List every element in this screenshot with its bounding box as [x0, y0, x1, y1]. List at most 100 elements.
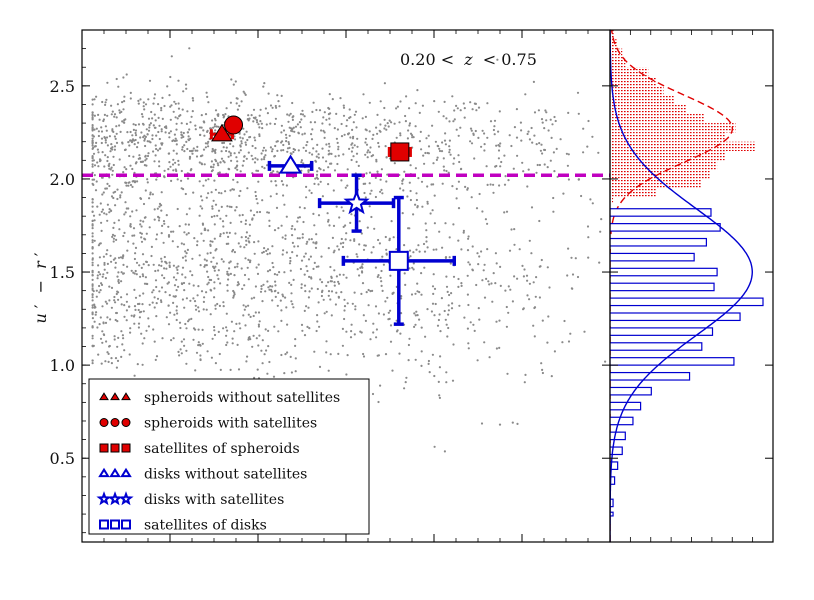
background-point	[104, 187, 107, 190]
background-point	[513, 228, 516, 231]
background-point	[399, 100, 402, 103]
background-point	[306, 140, 309, 144]
background-point	[214, 129, 217, 132]
background-point	[281, 253, 284, 256]
background-point	[177, 159, 180, 162]
background-point	[341, 344, 344, 347]
background-point	[247, 313, 250, 316]
background-point	[438, 147, 441, 150]
background-point	[540, 258, 543, 262]
background-point	[110, 362, 113, 365]
background-point	[264, 107, 267, 110]
background-point	[528, 138, 532, 141]
background-point	[253, 252, 256, 255]
background-point	[300, 118, 303, 121]
background-point	[291, 234, 294, 237]
background-point	[144, 135, 147, 138]
background-point	[312, 212, 315, 215]
background-point	[181, 282, 184, 286]
background-point	[163, 222, 166, 225]
background-point	[156, 207, 159, 210]
background-point	[270, 180, 273, 183]
background-point	[269, 122, 272, 125]
background-point	[181, 298, 184, 301]
background-point	[265, 249, 268, 252]
background-point	[228, 205, 231, 208]
background-point	[266, 164, 269, 167]
background-point	[105, 187, 108, 190]
background-point	[238, 322, 241, 325]
background-point	[362, 314, 365, 317]
background-point	[131, 134, 134, 137]
background-point	[133, 305, 137, 308]
background-point	[156, 149, 160, 152]
y-label-prime-u: ′	[31, 304, 50, 308]
background-point	[158, 147, 161, 150]
background-point	[533, 111, 537, 114]
background-point	[142, 101, 145, 104]
background-point	[264, 149, 267, 152]
background-point	[111, 110, 114, 113]
background-point	[129, 139, 132, 142]
background-point	[97, 113, 100, 116]
background-point	[249, 315, 252, 318]
background-point	[197, 310, 201, 313]
background-point	[213, 287, 216, 290]
background-point	[177, 265, 180, 268]
background-point	[328, 107, 331, 110]
background-point	[170, 179, 173, 182]
background-point	[98, 118, 101, 121]
background-point	[356, 268, 359, 271]
background-point	[122, 76, 125, 79]
background-point	[251, 144, 254, 148]
histogram-bar-disks	[610, 498, 614, 508]
background-point	[216, 214, 219, 217]
background-point	[280, 319, 283, 322]
background-point	[114, 261, 117, 264]
background-point	[122, 272, 125, 275]
background-point	[91, 205, 94, 208]
background-point	[201, 199, 204, 202]
background-point	[158, 290, 161, 293]
background-point	[116, 188, 119, 191]
background-point	[574, 257, 577, 260]
background-point	[282, 194, 285, 197]
background-point	[284, 234, 287, 237]
background-point	[379, 276, 382, 279]
background-point	[442, 157, 445, 160]
background-point	[117, 256, 121, 259]
legend-marker-square	[99, 519, 109, 530]
background-point	[150, 110, 153, 114]
background-point	[277, 330, 280, 333]
background-point	[414, 102, 417, 105]
background-point	[389, 324, 393, 327]
background-point	[452, 223, 455, 226]
background-point	[367, 149, 370, 152]
background-point	[320, 255, 323, 258]
background-point	[91, 144, 94, 147]
background-point	[266, 372, 269, 375]
background-point	[148, 126, 151, 129]
background-point	[242, 159, 245, 163]
background-point	[543, 163, 546, 166]
y-tick-label: 1.5	[50, 263, 75, 282]
background-point	[128, 154, 131, 158]
background-point	[129, 183, 133, 187]
background-point	[207, 229, 210, 232]
background-point	[191, 152, 194, 155]
background-point	[285, 215, 288, 218]
background-point	[291, 225, 294, 228]
background-point	[513, 275, 516, 278]
background-point	[171, 240, 174, 243]
background-point	[110, 260, 113, 263]
background-point	[360, 270, 364, 273]
annotation-prefix: 0.20 <	[400, 50, 454, 69]
background-point	[177, 163, 180, 166]
background-point	[335, 112, 338, 115]
background-point	[365, 143, 369, 146]
background-point	[229, 154, 232, 157]
background-point	[389, 340, 393, 343]
background-point	[225, 242, 228, 245]
background-point	[165, 316, 168, 319]
background-point	[248, 117, 251, 120]
